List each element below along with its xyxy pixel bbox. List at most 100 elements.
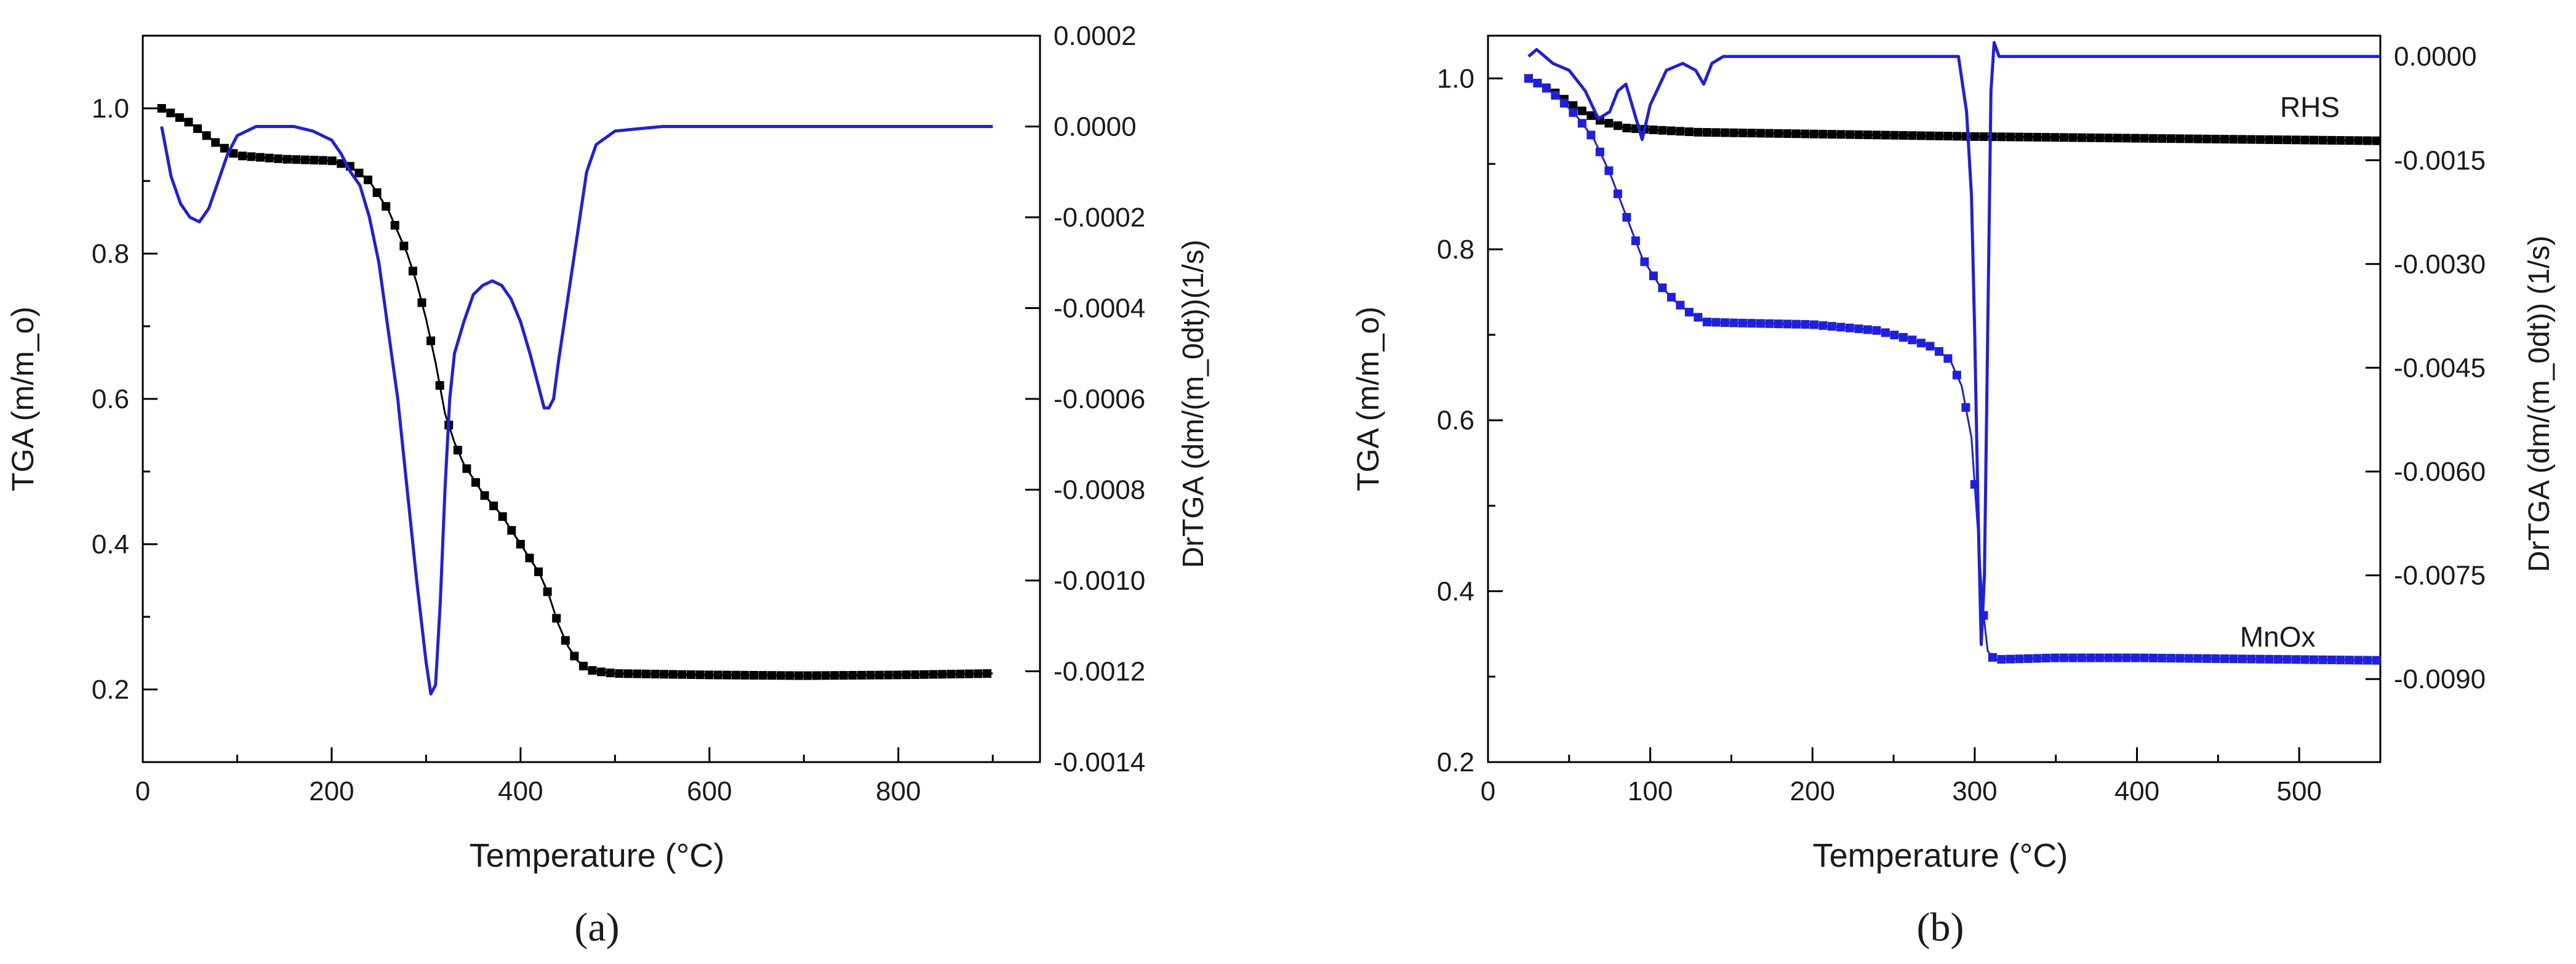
panel-b-series-0-marker [1586, 111, 1596, 120]
panel-b-series-1-marker [2023, 654, 2033, 663]
panel-b-series-1-marker [1774, 319, 1783, 329]
panel-b-series-1-marker [1988, 653, 1997, 662]
panel-b-series-0-marker [1801, 129, 1810, 139]
panel-a-series-0-marker [794, 671, 803, 680]
panel-b-series-1-marker [1809, 320, 1818, 329]
panel-a-series-0-marker [256, 153, 265, 162]
panel-b-series-0-marker [2220, 135, 2229, 144]
panel-b-series-1-marker [2122, 653, 2131, 662]
panel-b-series-0-marker [1756, 129, 1765, 138]
panel-b-series-1-marker [2318, 655, 2327, 664]
panel-a-series-0-marker [247, 152, 256, 161]
panel-a-series-0-marker [812, 671, 822, 680]
panel-b-series-1-marker [1533, 79, 1542, 88]
panel-b-plot-frame [1487, 34, 2382, 763]
panel-a-series-0-marker [364, 175, 373, 185]
panel-a-series-0-marker [866, 670, 875, 680]
panel-a-series-0-marker [408, 267, 417, 276]
panel-b-series-1-marker [1934, 347, 1943, 356]
panel-a-series-0-marker [713, 670, 722, 680]
panel-b-series-1-marker [1524, 74, 1533, 83]
panel-b-series-0-marker [1926, 131, 1935, 140]
panel-a-series-0-marker [606, 669, 615, 678]
panel-b-x-tick-label: 100 [1628, 776, 1673, 806]
panel-b-series-0-marker [1943, 132, 1953, 141]
panel-a-y2-tick-label: -0.0010 [1054, 566, 1145, 596]
panel-b-series-0-marker [2006, 132, 2015, 142]
panel-b-series-0-marker [1863, 131, 1872, 140]
panel-a-series-0-marker [848, 670, 857, 680]
panel-a-series-0-marker [749, 670, 758, 680]
panel-b-series-1-marker [1666, 292, 1676, 302]
panel-b-series-0-marker [2229, 135, 2238, 144]
panel-b-series-1-marker [1997, 655, 2006, 664]
panel-b-series-1-marker [1613, 189, 1622, 198]
panel-b-series-1-marker [2086, 653, 2095, 662]
panel-b-series-1-marker [2247, 654, 2256, 664]
panel-b-series-1-marker [2006, 654, 2015, 664]
panel-b-series-0-marker [2354, 136, 2363, 145]
panel-b-series-0-marker [1666, 126, 1676, 135]
panel-b-series-0-marker [2175, 134, 2185, 143]
panel-b-series-0-marker [1702, 128, 1711, 137]
panel-b-series-0-marker [2041, 133, 2050, 142]
panel-a-series-0-marker [776, 671, 785, 680]
panel-b-series-1-marker [1738, 318, 1747, 327]
panel-b-series-0-marker [2095, 133, 2104, 142]
panel-b-series-1-line [1528, 78, 2381, 662]
panel-b-series-0-marker [2113, 134, 2122, 143]
panel-b-series-0-marker [2309, 135, 2318, 145]
panel-a-series-0-marker [507, 526, 516, 535]
panel-a-x-tick-label: 0 [135, 776, 150, 806]
panel-a-series-0-marker [435, 381, 444, 390]
panel-a-series-0-marker [758, 671, 767, 680]
panel-b-series-1-marker [2059, 653, 2068, 662]
panel-b-series-0-marker [2059, 133, 2068, 142]
panel-a-series-1-line [160, 125, 993, 696]
panel-b-series-0-marker [1854, 130, 1863, 139]
panel-a-series-0-marker [785, 671, 794, 680]
panel-b-series-1-marker [1729, 318, 1738, 327]
panel-b-series-0-marker [2282, 135, 2292, 145]
panel-b-series-1-marker [2175, 654, 2185, 663]
panel-a-series-0-marker [938, 670, 947, 679]
panel-a-y-tick-label: 0.6 [92, 384, 129, 414]
panel-b-series-0-marker [1952, 132, 1961, 141]
panel-b-series-0-marker [2372, 136, 2381, 145]
panel-a-series-0-marker [660, 670, 669, 679]
panel-a-series-0-marker [417, 298, 426, 307]
panel-b-series-0-marker [2158, 134, 2167, 143]
panel-a-series-0-marker [390, 220, 399, 230]
panel-a-series-0-marker [902, 670, 911, 680]
panel-a-label: (a) [574, 905, 619, 950]
panel-a-series-0-marker [202, 131, 211, 140]
panel-a-series-0-marker [578, 662, 588, 671]
panel-b-series-1-marker [1863, 325, 1872, 334]
panel-a-series-0-marker [175, 113, 184, 122]
panel-b-series-1-marker [1898, 333, 1908, 342]
panel-b-x-tick-label: 200 [1790, 776, 1835, 806]
panel-a-series-0-marker [534, 567, 543, 576]
panel-a-series-0-marker [489, 501, 498, 510]
panel-a-y2-tick-label: -0.0014 [1054, 747, 1145, 777]
panel-b-series-0-marker [2122, 134, 2131, 143]
panel-b-y2-tick-label: -0.0075 [2394, 561, 2486, 591]
panel-a-y2-axis-title: DrTGA (dm/(m_0dt))(1/s) [1177, 239, 1210, 568]
panel-b-y-tick-label: 0.4 [1437, 576, 1474, 606]
panel-a-series-0-marker [722, 670, 732, 680]
panel-b-series-1-marker [2050, 653, 2060, 662]
panel-b-annotation-rhs: RHS [2280, 91, 2340, 123]
panel-b-series-0-marker [2318, 135, 2327, 145]
panel-b-x-tick-label: 400 [2114, 776, 2159, 806]
panel-a-series-0-marker [919, 670, 929, 679]
panel-b-series-1-marker [1836, 323, 1846, 332]
panel-a-series-0-marker [354, 169, 364, 178]
panel-b-series-1-marker [1943, 354, 1953, 363]
panel-a-x-tick-label: 600 [687, 776, 732, 806]
panel-a-series-0-marker [678, 670, 687, 679]
panel-b-series-1-marker [1569, 108, 1578, 117]
panel-b-x-tick-label: 0 [1481, 776, 1495, 806]
panel-b-series-1-marker [1952, 371, 1961, 380]
panel-b-series-0-marker [1622, 124, 1631, 133]
